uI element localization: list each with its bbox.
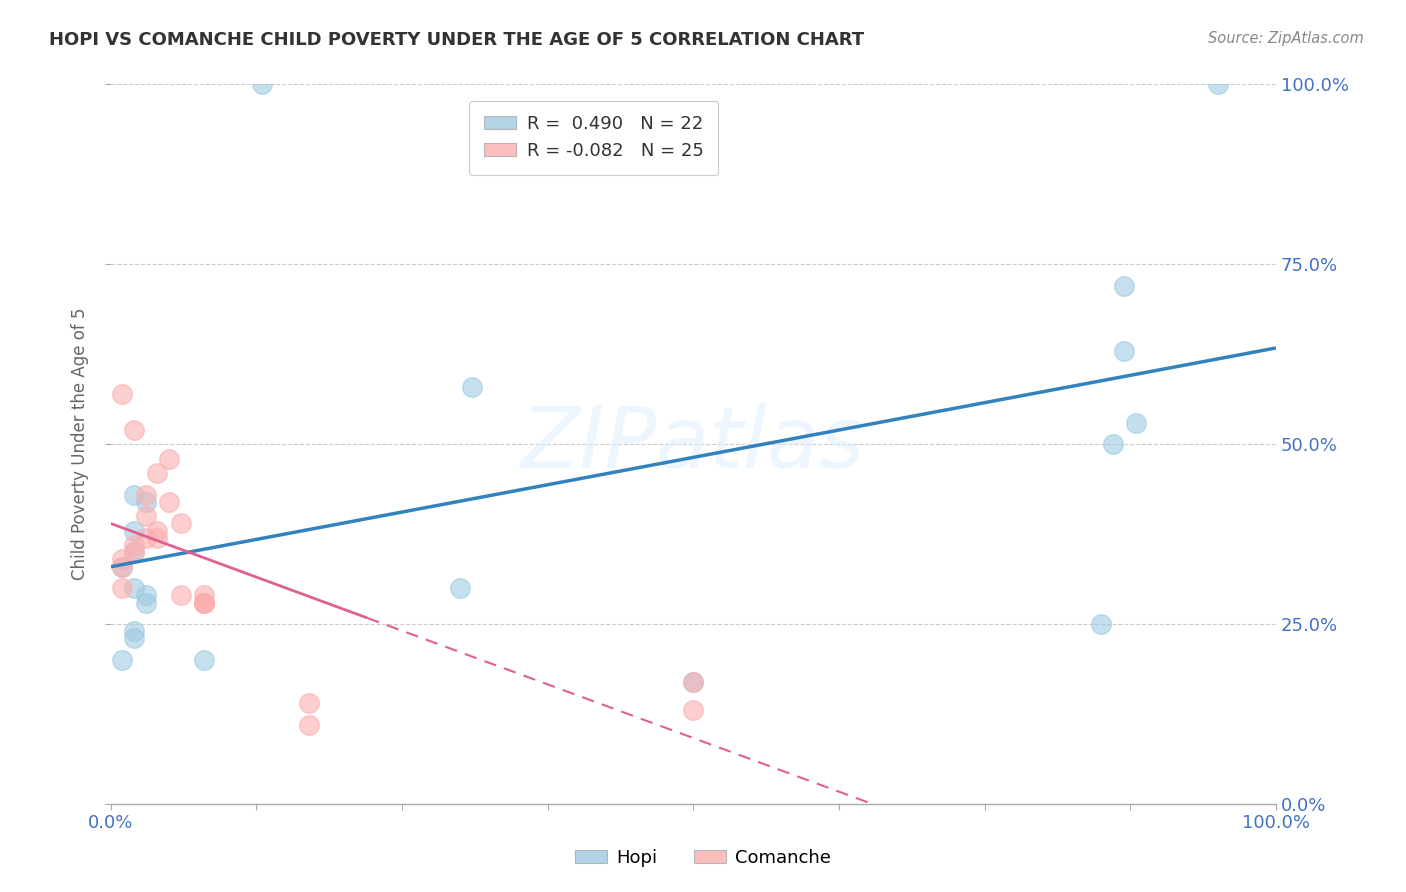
Point <box>122 545 145 559</box>
Point <box>1090 617 1112 632</box>
Point <box>122 487 145 501</box>
Point <box>122 545 145 559</box>
Point <box>157 495 180 509</box>
Point <box>682 674 704 689</box>
Point <box>193 595 215 609</box>
Point <box>111 387 134 401</box>
Point <box>1114 279 1136 293</box>
Point <box>135 509 157 524</box>
Point <box>135 595 157 609</box>
Point <box>135 495 157 509</box>
Point <box>193 595 215 609</box>
Point <box>111 653 134 667</box>
Point <box>111 581 134 595</box>
Point <box>298 718 321 732</box>
Point <box>122 524 145 538</box>
Point <box>157 451 180 466</box>
Text: Source: ZipAtlas.com: Source: ZipAtlas.com <box>1208 31 1364 46</box>
Text: HOPI VS COMANCHE CHILD POVERTY UNDER THE AGE OF 5 CORRELATION CHART: HOPI VS COMANCHE CHILD POVERTY UNDER THE… <box>49 31 865 49</box>
Point <box>146 531 169 545</box>
Point <box>122 632 145 646</box>
Point <box>682 674 704 689</box>
Point <box>193 595 215 609</box>
Point <box>449 581 471 595</box>
Point <box>1101 437 1123 451</box>
Point <box>122 423 145 437</box>
Point <box>135 487 157 501</box>
Point <box>682 703 704 717</box>
Point <box>111 559 134 574</box>
Point <box>122 581 145 595</box>
Point <box>170 588 193 602</box>
Point <box>146 524 169 538</box>
Point <box>298 696 321 710</box>
Point <box>1206 78 1229 92</box>
Text: ZIPatlas: ZIPatlas <box>522 402 866 486</box>
Point <box>135 531 157 545</box>
Legend: Hopi, Comanche: Hopi, Comanche <box>568 842 838 874</box>
Legend: R =  0.490   N = 22, R = -0.082   N = 25: R = 0.490 N = 22, R = -0.082 N = 25 <box>470 101 718 175</box>
Point <box>1114 343 1136 358</box>
Point <box>111 552 134 566</box>
Point <box>193 653 215 667</box>
Point <box>146 466 169 480</box>
Point <box>193 588 215 602</box>
Point <box>111 559 134 574</box>
Y-axis label: Child Poverty Under the Age of 5: Child Poverty Under the Age of 5 <box>72 308 89 581</box>
Point <box>461 379 484 393</box>
Point <box>1125 416 1147 430</box>
Point <box>122 624 145 639</box>
Point <box>135 588 157 602</box>
Point <box>122 538 145 552</box>
Point <box>252 78 274 92</box>
Point <box>170 516 193 531</box>
